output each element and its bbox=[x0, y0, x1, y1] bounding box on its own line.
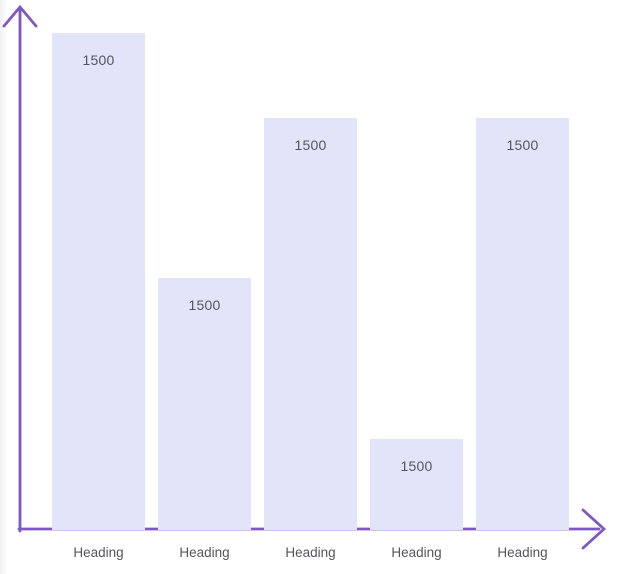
bar: 1500 bbox=[158, 278, 251, 530]
bar: 1500 bbox=[264, 118, 357, 530]
x-axis-category-label: Heading bbox=[497, 545, 548, 560]
bar: 1500 bbox=[370, 439, 463, 530]
x-axis-category-label: Heading bbox=[73, 545, 124, 560]
bar-column: 1500 Heading bbox=[158, 0, 251, 574]
bar-value-label: 1500 bbox=[506, 137, 539, 153]
bar-value-label: 1500 bbox=[188, 297, 221, 313]
bar: 1500 bbox=[52, 33, 145, 530]
bar: 1500 bbox=[476, 118, 569, 530]
bar-column: 1500 Heading bbox=[476, 0, 569, 574]
x-axis-category-label: Heading bbox=[285, 545, 336, 560]
bar-value-label: 1500 bbox=[400, 458, 433, 474]
bar-value-label: 1500 bbox=[82, 52, 115, 68]
x-axis-category-label: Heading bbox=[391, 545, 442, 560]
x-axis-category-label: Heading bbox=[179, 545, 230, 560]
bar-column: 1500 Heading bbox=[52, 0, 145, 574]
bar-value-label: 1500 bbox=[294, 137, 327, 153]
bar-column: 1500 Heading bbox=[264, 0, 357, 574]
bar-column: 1500 Heading bbox=[370, 0, 463, 574]
